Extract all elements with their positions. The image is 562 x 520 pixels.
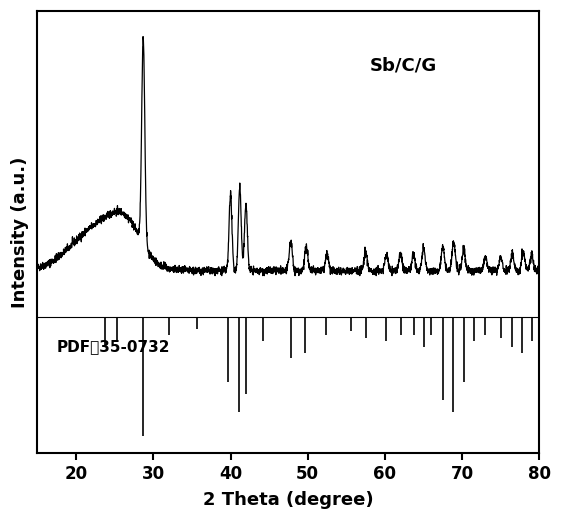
Text: PDF：35-0732: PDF：35-0732 — [57, 339, 170, 354]
Text: Sb/C/G: Sb/C/G — [369, 57, 437, 74]
Y-axis label: Intensity (a.u.): Intensity (a.u.) — [11, 156, 29, 308]
X-axis label: 2 Theta (degree): 2 Theta (degree) — [203, 491, 374, 509]
